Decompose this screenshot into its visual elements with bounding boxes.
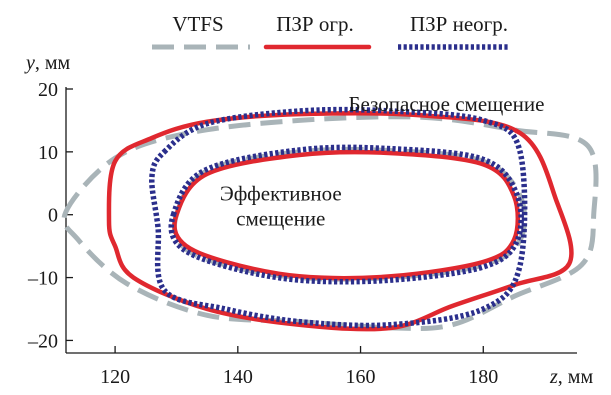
series-line-outer <box>149 106 528 329</box>
y-axis-label: y, мм <box>24 52 71 74</box>
legend: VTFS ПЗР огр. ПЗР неогр. <box>152 12 508 50</box>
series-line-inner <box>168 144 524 285</box>
x-tick-label: 160 <box>346 366 376 388</box>
annotation: Эффективное <box>220 181 342 205</box>
series-line-inner <box>172 149 521 281</box>
y-tick-label: 10 <box>38 142 58 164</box>
annotation: смещение <box>236 206 325 230</box>
legend-label: ПЗР неогр. <box>410 12 508 36</box>
x-tick-label: 140 <box>223 366 253 388</box>
series-line-outer <box>61 114 599 332</box>
y-tick-label: –10 <box>27 268 58 290</box>
y-tick-label: 20 <box>38 79 58 101</box>
series-layer <box>61 106 599 332</box>
x-tick-label: 120 <box>100 366 130 388</box>
y-tick-label: 0 <box>48 205 58 227</box>
y-tick-label: –20 <box>27 330 58 352</box>
annotation: Безопасное смещение <box>348 92 544 116</box>
legend-label: ПЗР огр. <box>276 12 353 36</box>
legend-label: VTFS <box>172 12 223 36</box>
x-tick-label: 180 <box>468 366 498 388</box>
axes: –20 –10 0 10 20 120 140 160 180 y, мм z, мм <box>24 52 593 388</box>
x-axis-label: z, мм <box>549 366 593 388</box>
